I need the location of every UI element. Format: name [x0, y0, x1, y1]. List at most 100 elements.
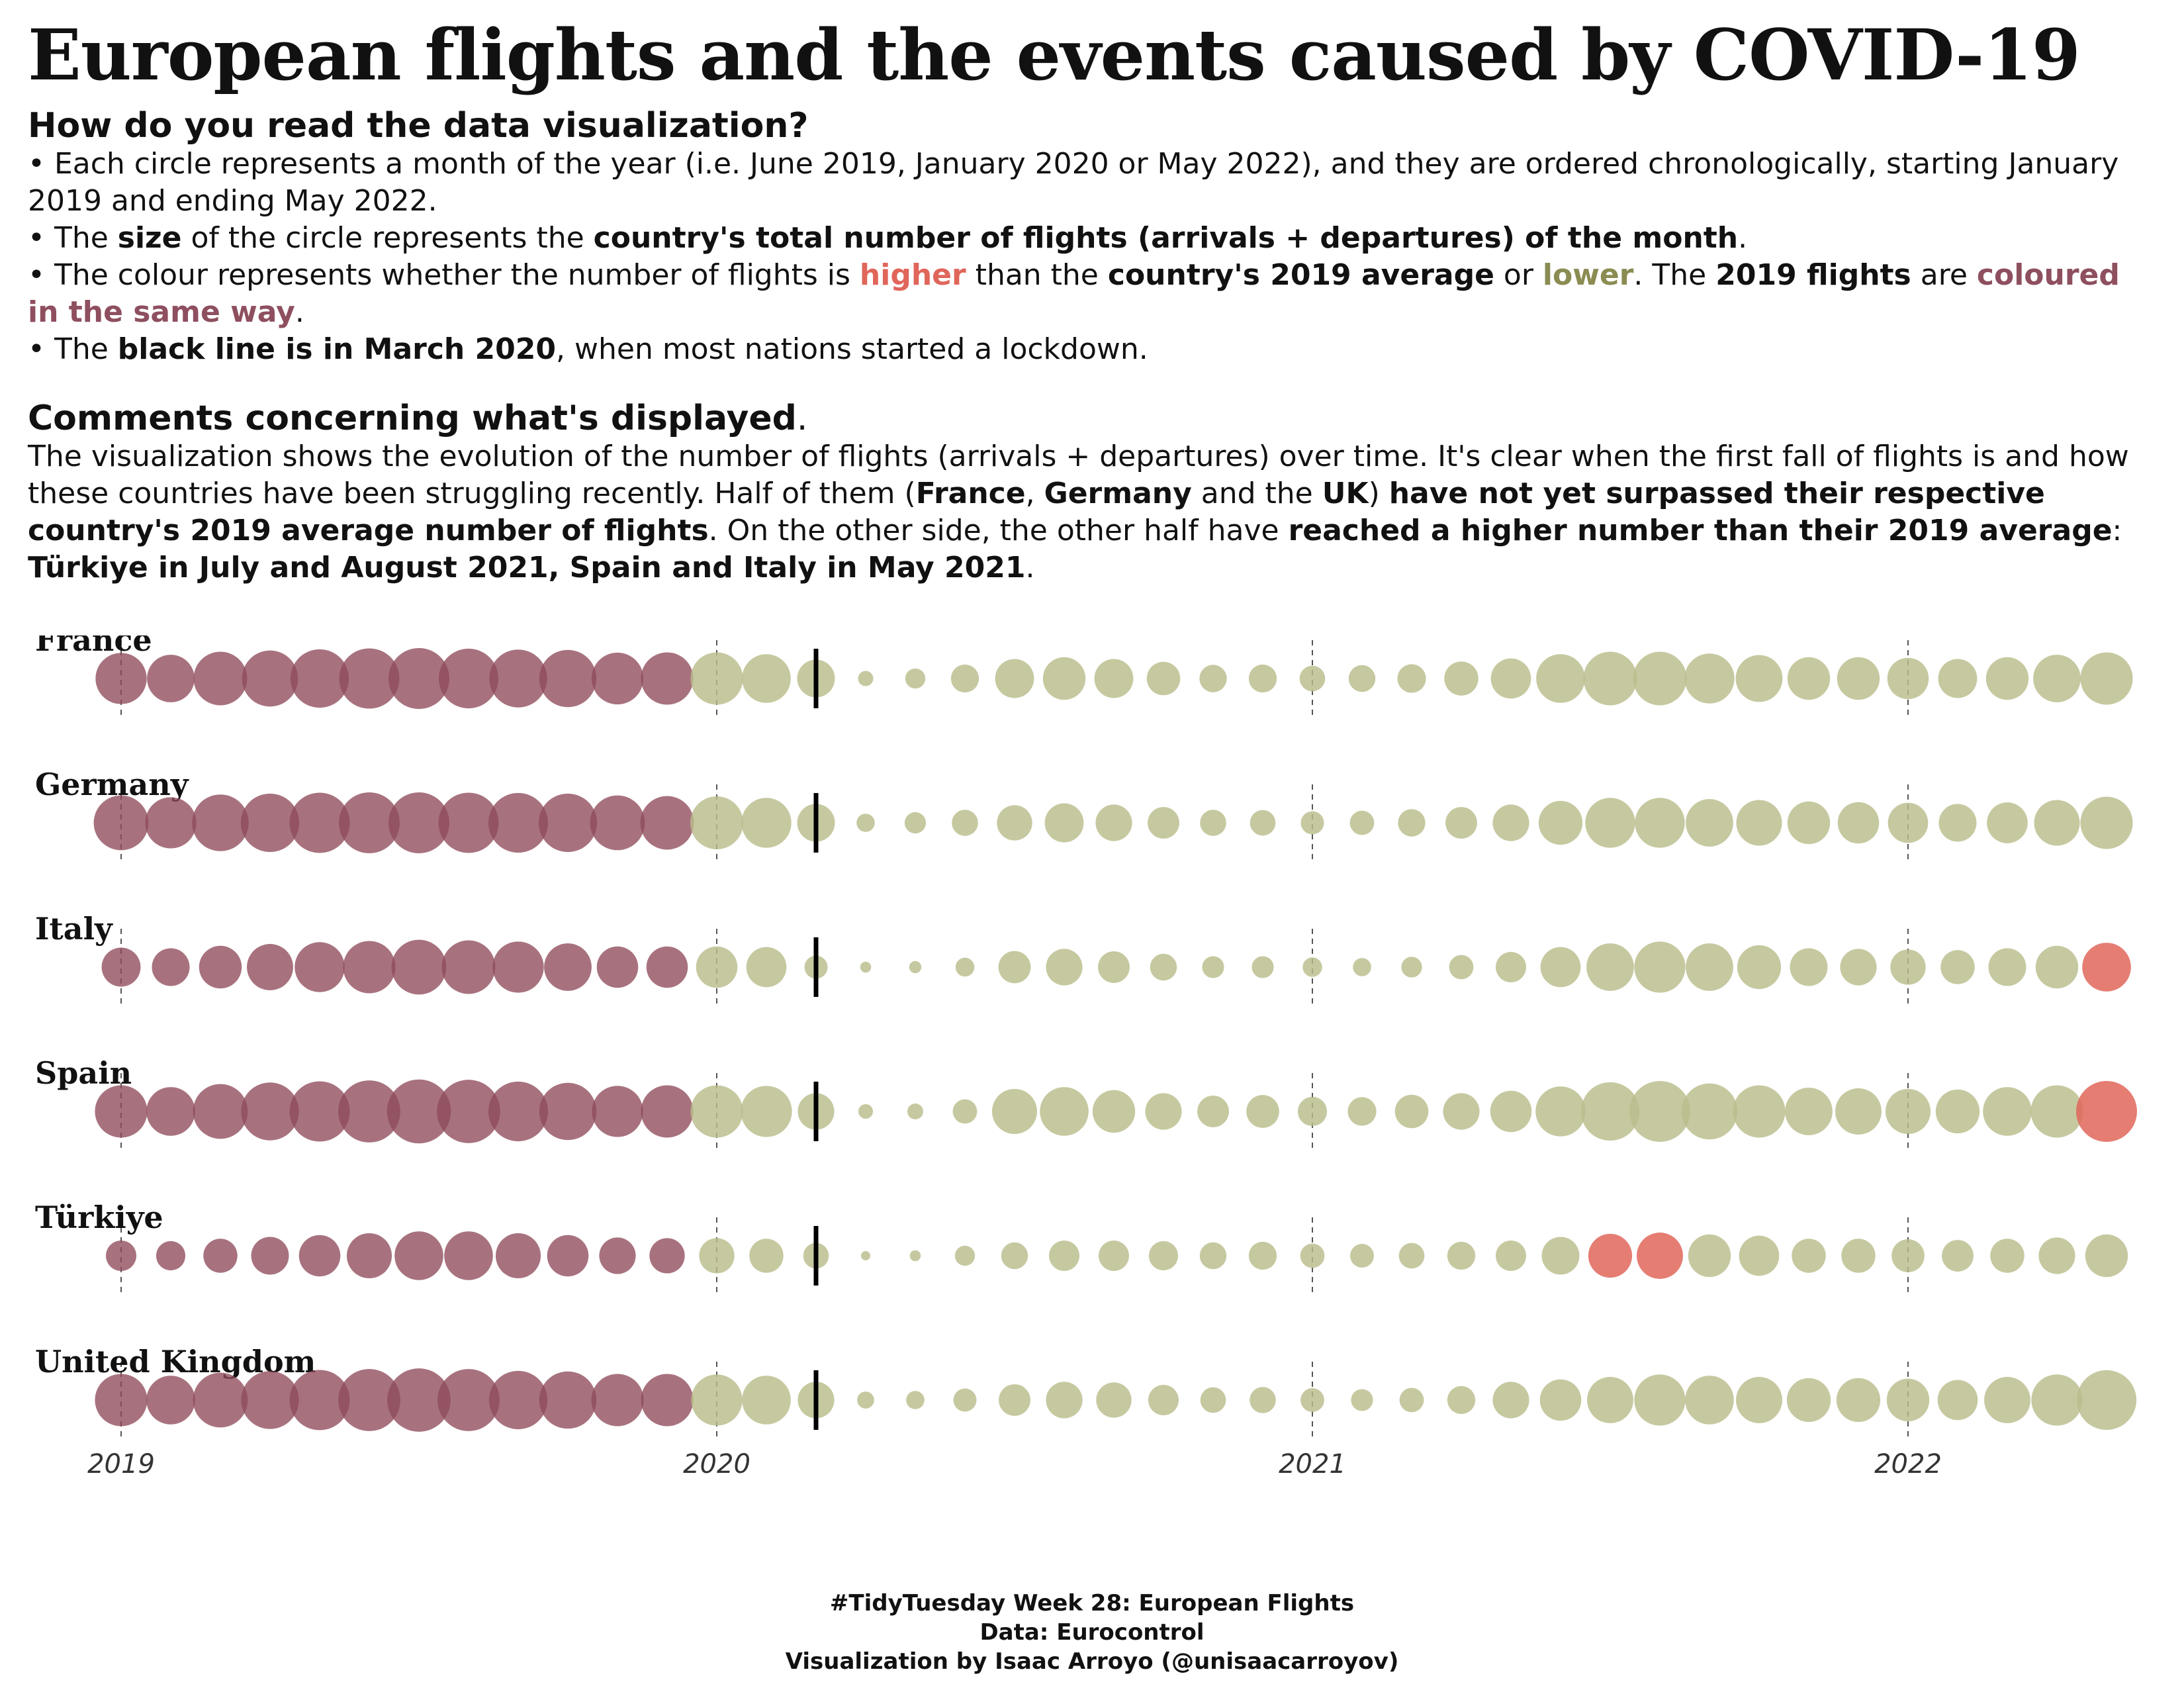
month-bubble [1583, 651, 1637, 706]
month-bubble [1942, 1240, 1974, 1272]
month-bubble [1347, 1097, 1377, 1126]
month-bubble [691, 1374, 743, 1426]
month-bubble [1397, 664, 1426, 693]
month-bubble [1200, 1387, 1226, 1413]
month-bubble [991, 1088, 1038, 1135]
month-bubble [591, 1374, 644, 1427]
month-bubble [1496, 952, 1526, 982]
month-bubble [444, 1231, 493, 1280]
month-bubble [1940, 950, 1975, 984]
comments-heading-dot: . [796, 399, 808, 438]
month-bubble [1885, 1088, 1931, 1135]
month-bubble [953, 1388, 977, 1412]
year-tick-label: 2022 [1874, 1449, 1942, 1479]
emphasis: reached a higher number than their 2019 … [1288, 514, 2113, 547]
month-bubble [489, 649, 547, 708]
emphasis: UK [1322, 477, 1369, 510]
month-bubble [106, 1241, 136, 1271]
month-bubble [1490, 1090, 1532, 1133]
month-bubble [1444, 661, 1479, 696]
month-bubble [192, 794, 249, 851]
month-bubble [1447, 1385, 1476, 1415]
month-bubble [1300, 811, 1324, 835]
month-bubble [193, 651, 248, 706]
month-bubble [1541, 1237, 1580, 1275]
month-bubble [289, 1081, 350, 1142]
month-bubble [1580, 1082, 1640, 1141]
month-bubble [1001, 1242, 1028, 1270]
month-bubble [199, 945, 242, 989]
emphasis: country's total number of flights (arriv… [593, 221, 1739, 255]
month-bubble [1540, 947, 1581, 988]
month-bubble [1792, 1239, 1826, 1273]
howto-bullet-1: • Each circle represents a month of the … [28, 147, 2119, 218]
month-bubble [147, 655, 195, 702]
month-bubble [1629, 1081, 1690, 1142]
month-bubble [1394, 1094, 1429, 1129]
month-bubble [641, 652, 694, 705]
month-bubble [641, 1374, 694, 1427]
month-bubble [488, 792, 549, 853]
month-bubble [861, 1251, 870, 1260]
month-bubble [240, 793, 300, 853]
month-bubble [858, 671, 874, 686]
month-bubble [1686, 943, 1733, 991]
month-bubble [388, 648, 449, 709]
month-bubble [1349, 810, 1375, 835]
month-bubble [93, 795, 149, 851]
month-bubble [905, 668, 926, 689]
emphasis: country's 2019 average [1107, 258, 1494, 292]
month-bubble [247, 944, 293, 990]
month-bubble [193, 1372, 248, 1428]
emphasis: France [915, 477, 1026, 510]
comments-heading-text: Comments concerning what's displayed [28, 399, 797, 438]
month-bubble [2035, 945, 2079, 989]
month-bubble [1785, 1088, 1833, 1135]
month-bubble [1202, 956, 1224, 978]
month-bubble [742, 1376, 791, 1425]
month-bubble [488, 1370, 548, 1430]
month-bubble [2030, 1085, 2083, 1138]
month-bubble [1840, 949, 1877, 986]
month-bubble [998, 951, 1031, 984]
text: , when most nations started a lockdown. [556, 332, 1148, 366]
month-bubble [1350, 1244, 1374, 1268]
month-bubble [1988, 948, 2026, 986]
month-bubble [1787, 657, 1831, 700]
month-bubble [1297, 1096, 1328, 1127]
month-bubble [1886, 1378, 1930, 1422]
month-bubble [2076, 1370, 2137, 1430]
month-bubble [1197, 1096, 1229, 1127]
month-bubble [2038, 1237, 2075, 1274]
month-bubble [539, 1371, 597, 1429]
month-bubble [2080, 796, 2133, 849]
footer: #TidyTuesday Week 28: European Flights D… [0, 1589, 2184, 1676]
month-bubble [289, 792, 350, 853]
text: • The [28, 221, 118, 255]
month-bubble [1200, 810, 1226, 836]
footer-line-1: #TidyTuesday Week 28: European Flights [829, 1590, 1355, 1617]
month-bubble [1535, 1086, 1586, 1137]
month-bubble [1246, 1095, 1279, 1128]
month-bubble [856, 814, 875, 832]
month-bubble [1837, 657, 1880, 700]
month-bubble [1888, 802, 1929, 843]
page-title: European flights and the events caused b… [28, 13, 2081, 96]
month-bubble [1148, 1241, 1179, 1271]
month-bubble [152, 948, 190, 986]
month-bubble [1250, 810, 1276, 836]
month-bubble [539, 1082, 597, 1141]
month-bubble [860, 961, 872, 973]
month-bubble [339, 648, 400, 709]
month-bubble [441, 940, 496, 994]
month-bubble [1787, 801, 1831, 845]
month-bubble [995, 659, 1034, 698]
month-bubble [955, 957, 975, 977]
month-bubble [2082, 943, 2131, 992]
month-bubble [1836, 1378, 1881, 1423]
month-bubble [1049, 1241, 1079, 1271]
month-bubble [1046, 949, 1083, 986]
month-bubble [1887, 657, 1929, 700]
month-bubble [1148, 807, 1179, 839]
howto-text: • Each circle represents a month of the … [28, 146, 2146, 368]
